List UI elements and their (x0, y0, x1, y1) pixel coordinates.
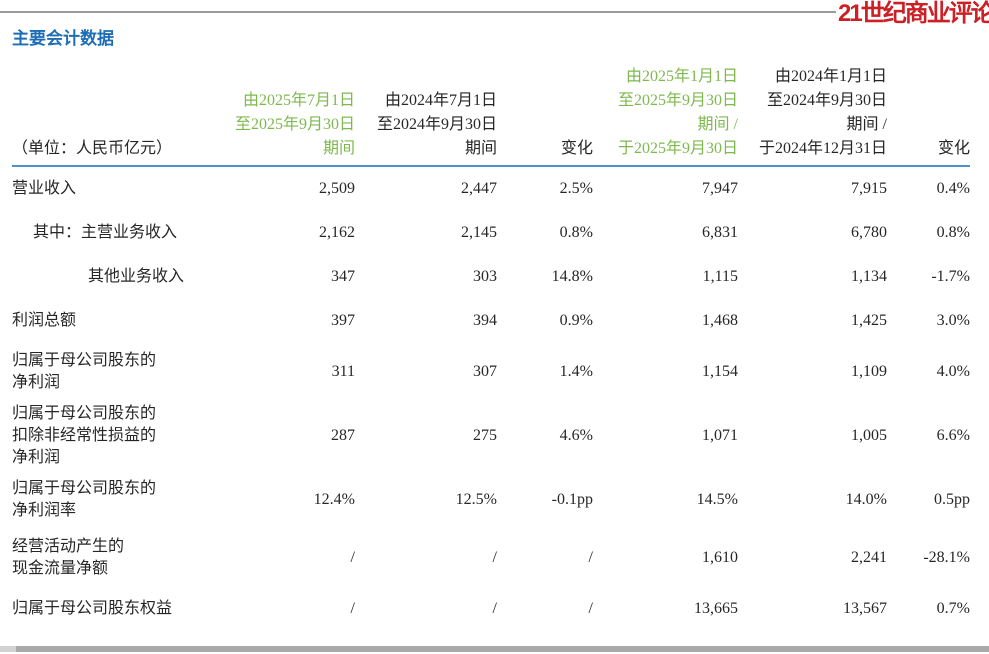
cell-value: 14.5% (696, 491, 738, 508)
cell-value: 394 (473, 312, 497, 329)
header-change-cumulative: 变化 (887, 64, 970, 167)
cell-value: 275 (473, 427, 497, 444)
cell-value: -1.7% (931, 268, 970, 285)
cell-value: 12.5% (455, 491, 497, 508)
cell-value: 1,109 (851, 363, 887, 380)
cell-value: 1,005 (851, 427, 887, 444)
table-header-row: （单位：人民币亿元） 由2025年7月1日 至2025年9月30日 期间 由20… (12, 64, 970, 167)
cell-value: 4.0% (936, 363, 970, 380)
cell-value: 1.4% (559, 363, 593, 380)
cell-value: 0.7% (936, 600, 970, 617)
header-period-q3-2025: 由2025年7月1日 至2025年9月30日 期间 (215, 64, 355, 167)
cell-value: 1,610 (702, 549, 738, 566)
cell-value: 0.8% (559, 224, 593, 241)
header-change-quarter: 变化 (497, 64, 593, 167)
financial-data-table: （单位：人民币亿元） 由2025年7月1日 至2025年9月30日 期间 由20… (12, 64, 970, 631)
cell-value: -0.1pp (551, 491, 593, 508)
cell-value: 0.9% (559, 312, 593, 329)
row-other-business-revenue: 其他业务收入 347 303 14.8% 1,115 1,134 -1.7% (12, 255, 970, 299)
row-total-profit: 利润总额 397 394 0.9% 1,468 1,425 3.0% (12, 299, 970, 343)
cell-value: 1,425 (851, 312, 887, 329)
cell-value: 7,947 (702, 180, 738, 197)
cell-value: / (492, 549, 497, 566)
cell-value: 2,447 (461, 180, 497, 197)
row-main-business-revenue: 其中：主营业务收入 2,162 2,145 0.8% 6,831 6,780 0… (12, 211, 970, 255)
cell-value: 7,915 (851, 180, 887, 197)
cell-value: 1,134 (851, 268, 887, 285)
cell-value: 347 (331, 268, 355, 285)
row-net-profit-margin: 归属于母公司股东的 净利润率 12.4% 12.5% -0.1pp 14.5% … (12, 471, 970, 529)
row-label: 归属于母公司股东的 净利润率 (12, 480, 157, 519)
cell-value: 397 (331, 312, 355, 329)
header-period-9m-2025: 由2025年1月1日 至2025年9月30日 期间 / 于2025年9月30日 (593, 64, 738, 167)
cell-value: 1,468 (702, 312, 738, 329)
row-net-profit-attributable: 归属于母公司股东的 净利润 311 307 1.4% 1,154 1,109 4… (12, 343, 970, 401)
row-label: 归属于母公司股东的 扣除非经常性损益的 净利润 (12, 405, 157, 466)
brand-logo: 21世纪商业评论 (838, 0, 989, 27)
cell-value: 2,509 (319, 180, 355, 197)
cell-value: / (350, 549, 355, 566)
cell-value: 303 (473, 268, 497, 285)
cell-value: 13,567 (843, 600, 887, 617)
cell-value: 311 (331, 363, 355, 380)
row-label: 其中：主营业务收入 (33, 224, 178, 241)
header-divider-line (0, 11, 836, 13)
cell-value: 6.6% (936, 427, 970, 444)
cell-value: 12.4% (313, 491, 355, 508)
cell-value: / (492, 600, 497, 617)
cell-value: 2,162 (319, 224, 355, 241)
cell-value: 6,831 (702, 224, 738, 241)
cell-value: 287 (331, 427, 355, 444)
cell-value: 2,241 (851, 549, 887, 566)
bottom-divider-bar-cap (0, 646, 16, 652)
row-operating-revenue: 营业收入 2,509 2,447 2.5% 7,947 7,915 0.4% (12, 166, 970, 211)
cell-value: 1,154 (702, 363, 738, 380)
cell-value: 0.5pp (934, 491, 970, 508)
cell-value: / (588, 600, 593, 617)
row-label: 其他业务收入 (88, 268, 185, 285)
cell-value: 0.8% (936, 224, 970, 241)
bottom-divider-bar (0, 646, 989, 652)
row-label: 经营活动产生的 现金流量净额 (12, 538, 125, 577)
cell-value: 2,145 (461, 224, 497, 241)
unit-label: （单位：人民币亿元） (12, 64, 215, 167)
header-period-9m-2024: 由2024年1月1日 至2024年9月30日 期间 / 于2024年12月31日 (738, 64, 887, 167)
cell-value: / (588, 549, 593, 566)
page-title: 主要会计数据 (12, 29, 114, 48)
cell-value: / (350, 600, 355, 617)
cell-value: 3.0% (936, 312, 970, 329)
cell-value: -28.1% (923, 549, 970, 566)
row-label: 利润总额 (12, 312, 77, 329)
cell-value: 4.6% (559, 427, 593, 444)
row-net-profit-excl-nonrecurring: 归属于母公司股东的 扣除非经常性损益的 净利润 287 275 4.6% 1,0… (12, 401, 970, 471)
row-label: 归属于母公司股东的 净利润 (12, 352, 157, 391)
cell-value: 14.8% (551, 268, 593, 285)
cell-value: 6,780 (851, 224, 887, 241)
row-label: 归属于母公司股东权益 (12, 600, 173, 617)
header-period-q3-2024: 由2024年7月1日 至2024年9月30日 期间 (355, 64, 497, 167)
row-operating-cash-flow: 经营活动产生的 现金流量净额 / / / 1,610 2,241 -28.1% (12, 529, 970, 587)
cell-value: 2.5% (559, 180, 593, 197)
cell-value: 1,115 (702, 268, 738, 285)
row-equity-attributable: 归属于母公司股东权益 / / / 13,665 13,567 0.7% (12, 587, 970, 631)
cell-value: 14.0% (845, 491, 887, 508)
cell-value: 307 (473, 363, 497, 380)
cell-value: 0.4% (936, 180, 970, 197)
cell-value: 1,071 (702, 427, 738, 444)
row-label: 营业收入 (12, 180, 77, 197)
cell-value: 13,665 (694, 600, 738, 617)
